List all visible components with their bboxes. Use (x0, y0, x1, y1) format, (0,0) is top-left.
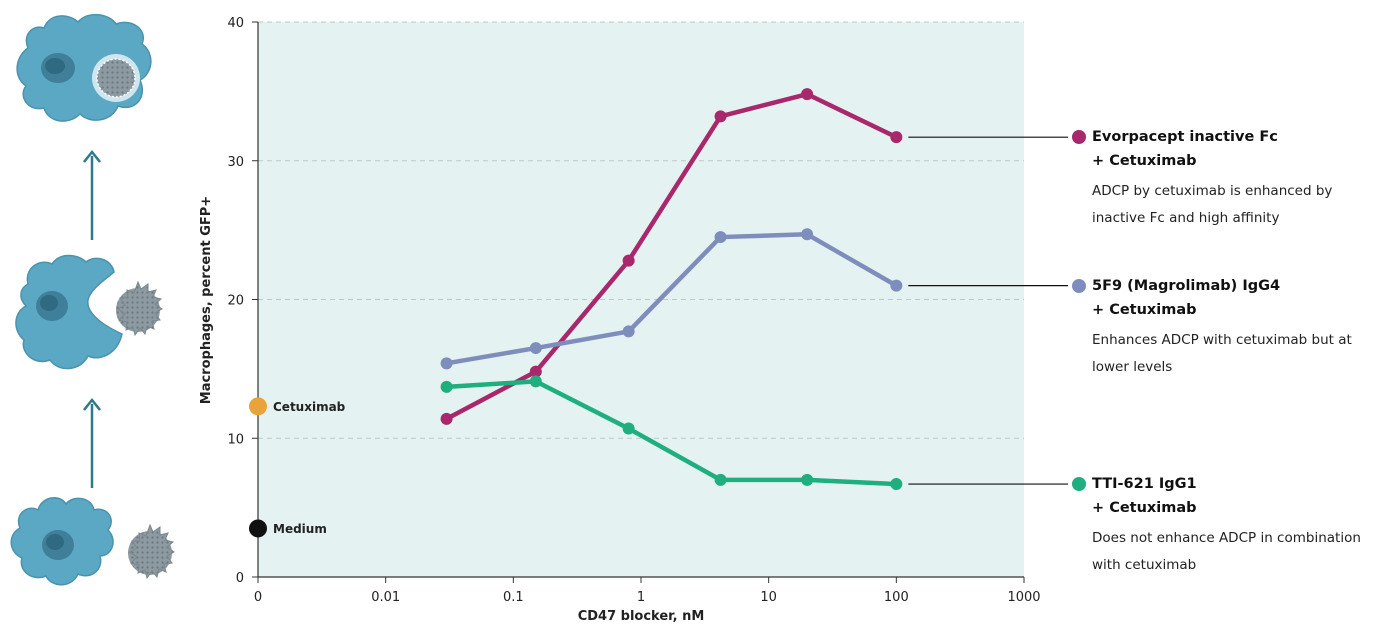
y-tick-label: 30 (227, 155, 244, 170)
y-ticks: 0 10 20 30 40 (227, 16, 258, 586)
reference-points: Cetuximab Medium (249, 397, 346, 538)
engaging-macrophage-icon (15, 254, 163, 370)
data-point (890, 279, 903, 292)
legend-leader-lines (908, 136, 1068, 485)
legend-swatch (1072, 130, 1086, 145)
x-tick-label: 1 (637, 590, 645, 605)
data-point (622, 254, 635, 267)
data-point (890, 478, 903, 491)
tumor-cell (128, 523, 175, 580)
series-line-1 (444, 232, 899, 366)
y-tick-label: 20 (227, 294, 244, 309)
phagocytosed-cell-icon (16, 13, 152, 122)
legend-series-description: Does not enhance ADCP in combination wit… (1092, 530, 1361, 574)
reference-point (249, 397, 267, 416)
x-tick-label: 0.1 (503, 590, 524, 605)
data-point (714, 110, 727, 123)
legend-series-combination: + Cetuximab (1092, 153, 1197, 170)
x-tick-label: 0.01 (371, 590, 400, 605)
data-point (622, 422, 635, 435)
data-point (714, 231, 727, 244)
legend-swatch (1072, 278, 1086, 293)
data-point (529, 342, 542, 355)
data-point (440, 412, 453, 425)
legend-series-name: Evorpacept inactive Fc (1092, 129, 1278, 146)
reference-label: Cetuximab (273, 400, 346, 414)
reference-point (249, 519, 267, 538)
y-tick-label: 40 (227, 16, 244, 31)
resting-macrophage-icon (10, 497, 175, 586)
x-ticks: 0 0.01 0.1 1 10 100 1000 (254, 577, 1041, 605)
data-point (801, 228, 814, 241)
data-point (440, 380, 453, 393)
x-tick-label: 0 (254, 590, 262, 605)
data-point (801, 473, 814, 486)
x-tick-label: 10 (760, 590, 777, 605)
data-point (529, 365, 542, 378)
data-point (529, 375, 542, 388)
series-line-0 (444, 91, 899, 422)
legend-series-combination: + Cetuximab (1092, 500, 1197, 517)
data-point (890, 131, 903, 144)
legend-series-name: 5F9 (Magrolimab) IgG4 (1092, 277, 1281, 294)
series-layer (440, 88, 903, 491)
grid-lines (258, 21, 1024, 439)
legend-series-description: ADCP by cetuximab is enhanced by inactiv… (1092, 183, 1333, 227)
y-tick-label: 10 (227, 432, 244, 447)
legend-series-combination: + Cetuximab (1092, 301, 1197, 318)
x-tick-label: 1000 (1007, 590, 1040, 605)
up-arrow-icon (83, 149, 101, 240)
x-tick-label: 100 (884, 590, 909, 605)
x-axis-title: CD47 blocker, nM (578, 609, 705, 624)
legend-series-description: Enhances ADCP with cetuximab but at lowe… (1092, 331, 1352, 375)
y-tick-label: 0 (236, 571, 244, 586)
reference-label: Medium (273, 522, 327, 536)
data-point (622, 325, 635, 338)
series-line-2 (444, 379, 899, 487)
legend-series-name: TTI-621 IgG1 (1092, 476, 1197, 493)
up-arrow-icon (83, 397, 101, 488)
data-point (440, 357, 453, 370)
y-axis-title: Macrophages, percent GFP+ (199, 196, 214, 404)
legend-swatch (1072, 477, 1086, 492)
tumor-cell (116, 280, 163, 337)
data-point (801, 88, 814, 101)
illustration-column (10, 13, 175, 586)
data-point (714, 473, 727, 486)
